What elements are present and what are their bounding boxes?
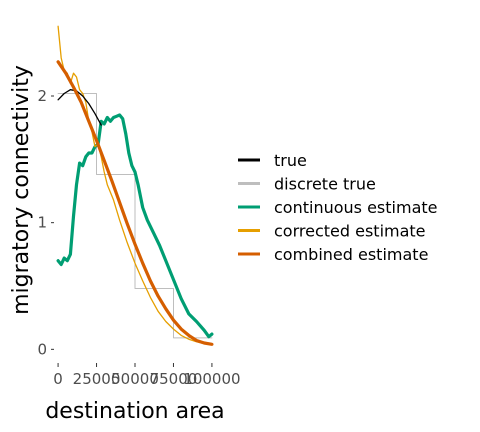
series-line-discrete-true [57, 93, 213, 339]
legend-label-discrete-true: discrete true [274, 175, 376, 194]
x-tick-label: 0 [53, 370, 63, 388]
y-tick-label: 0 [37, 340, 47, 358]
legend-label-corrected-estimate: corrected estimate [274, 222, 426, 241]
legend-label-continuous-estimate: continuous estimate [274, 198, 437, 217]
legend: true discrete true continuous estimate corr… [238, 151, 437, 264]
y-tick-label: 2 [37, 87, 47, 105]
series-line-corrected-estimate [57, 25, 213, 345]
x-axis-title: destination area [45, 399, 224, 424]
x-tick-label: 100000 [183, 370, 240, 388]
legend-label-true: true [274, 151, 307, 170]
y-axis-title: migratory connectivity [9, 65, 34, 315]
y-axis: 0 1 2 [37, 87, 54, 358]
x-tick-label: 50000 [111, 370, 159, 388]
y-tick-label: 1 [37, 214, 47, 232]
series-layer [56, 25, 214, 346]
x-tick-label: 25000 [73, 370, 121, 388]
x-tick-label: 75000 [150, 370, 198, 388]
legend-label-combined-estimate: combined estimate [274, 245, 428, 264]
series-line-continuous-estimate [56, 113, 214, 339]
series-line-true [57, 89, 102, 126]
series-line-combined-estimate [56, 60, 214, 346]
